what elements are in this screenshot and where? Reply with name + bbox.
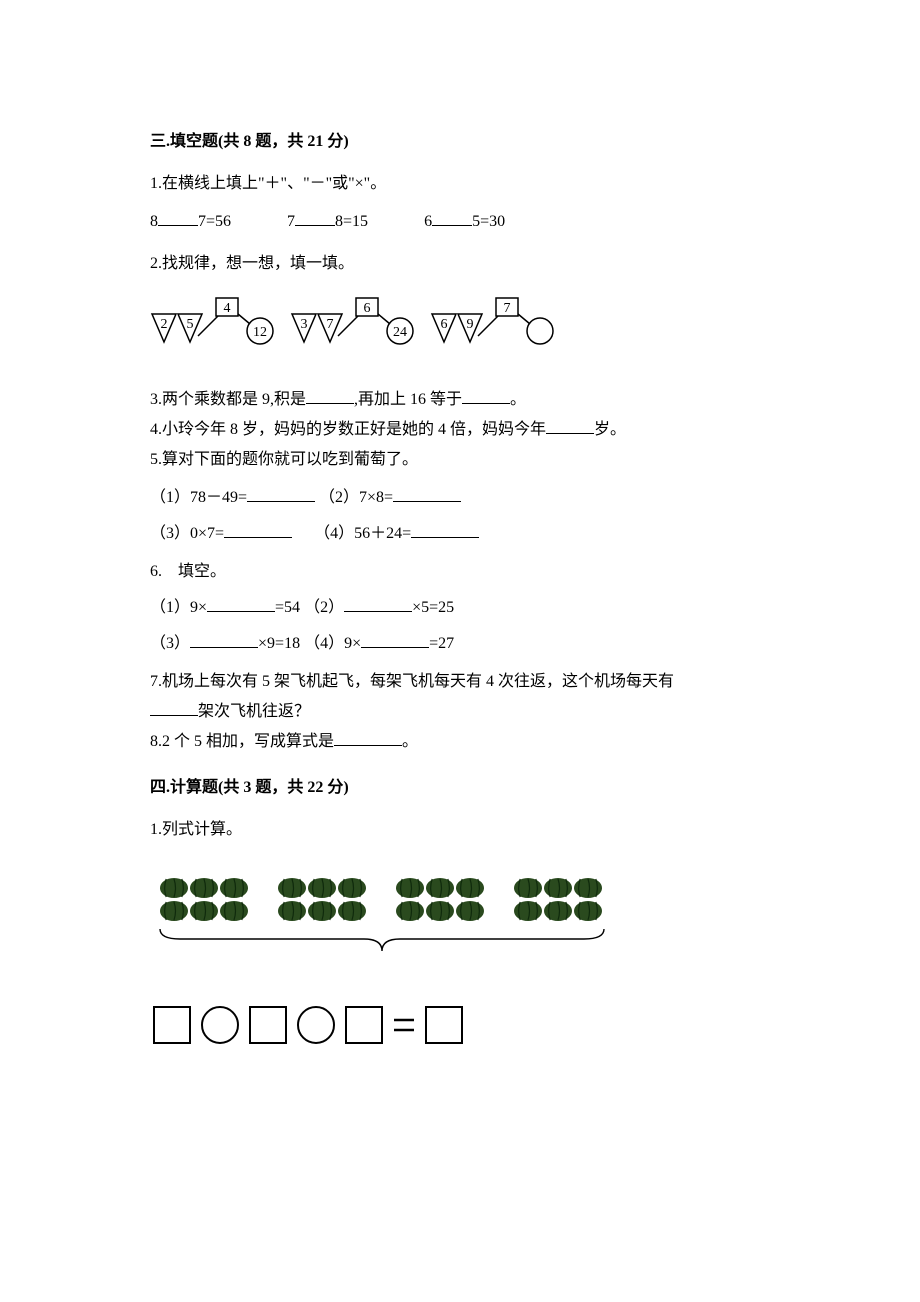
q2-figure: 2 5 4 12 3 7 6 24 6 9 7	[150, 294, 780, 360]
q5-row1: （1）78－49= （2）7×8=	[150, 486, 780, 510]
q6-1-post: =54	[275, 599, 300, 616]
q6-prompt: 6. 填空。	[150, 560, 780, 584]
q4-blank[interactable]	[546, 418, 594, 434]
q6-3-post: ×9=18	[258, 635, 300, 652]
q3-blank-2[interactable]	[462, 388, 510, 404]
s4-q1-formula	[150, 1000, 780, 1058]
q1-eq3-a: 6	[424, 210, 432, 234]
q6-row2: （3） ×9=18 （4）9× =27	[150, 632, 780, 656]
q4-a: 4.小玲今年 8 岁，妈妈的岁数正好是她的 4 倍，妈妈今年	[150, 421, 546, 438]
q5-blank-1[interactable]	[247, 486, 315, 502]
q1-blank-1[interactable]	[158, 210, 198, 226]
q7-line1: 7.机场上每次有 5 架飞机起飞，每架飞机每天有 4 次往返，这个机场每天有	[150, 670, 780, 694]
s4-q1-figure	[150, 870, 780, 968]
s4-q1-prompt: 1.列式计算。	[150, 818, 780, 842]
q6-4-pre: （4）9×	[304, 635, 361, 652]
q7-a: 7.机场上每次有 5 架飞机起飞，每架飞机每天有 4 次往返，这个机场每天有	[150, 673, 674, 690]
page: 三.填空题(共 8 题，共 21 分) 1.在横线上填上"＋"、"－"或"×"。…	[0, 0, 920, 1128]
q3-line: 3.两个乘数都是 9,积是 ,再加上 16 等于 。	[150, 388, 780, 412]
q7-b: 架次飞机往返？	[198, 703, 310, 720]
svg-text:2: 2	[161, 317, 168, 332]
q1-eq1-b: 7=56	[198, 210, 231, 234]
svg-text:24: 24	[393, 325, 407, 340]
q6-3-pre: （3）	[150, 635, 190, 652]
q1-eq3-b: 5=30	[472, 210, 505, 234]
q7-blank[interactable]	[150, 700, 198, 716]
q1-eq1-a: 8	[150, 210, 158, 234]
q6-blank-3[interactable]	[190, 632, 258, 648]
q3-blank-1[interactable]	[306, 388, 354, 404]
q6-blank-1[interactable]	[207, 596, 275, 612]
svg-text:7: 7	[327, 317, 334, 332]
q1-eq2-a: 7	[287, 210, 295, 234]
q1-eq2-b: 8=15	[335, 210, 368, 234]
q7-line2: 架次飞机往返？	[150, 700, 780, 724]
svg-text:6: 6	[441, 317, 448, 332]
formula-svg	[150, 1000, 478, 1050]
q6-2-post: ×5=25	[412, 599, 454, 616]
q5-blank-2[interactable]	[393, 486, 461, 502]
q4-line: 4.小玲今年 8 岁，妈妈的岁数正好是她的 4 倍，妈妈今年 岁。	[150, 418, 780, 442]
q8-blank[interactable]	[334, 730, 402, 746]
q1-blank-3[interactable]	[432, 210, 472, 226]
section3-title: 三.填空题(共 8 题，共 21 分)	[150, 130, 780, 154]
q2-svg: 2 5 4 12 3 7 6 24 6 9 7	[150, 294, 580, 352]
q8-b: 。	[402, 733, 418, 750]
svg-text:5: 5	[187, 317, 194, 332]
svg-text:7: 7	[504, 301, 511, 316]
svg-text:4: 4	[224, 301, 231, 316]
q6-blank-4[interactable]	[361, 632, 429, 648]
svg-text:9: 9	[467, 317, 474, 332]
section4-title: 四.计算题(共 3 题，共 22 分)	[150, 776, 780, 800]
q6-2-pre: （2）	[304, 599, 344, 616]
q5-2: （2）7×8=	[319, 489, 393, 506]
q3-a: 3.两个乘数都是 9,积是	[150, 391, 306, 408]
q6-blank-2[interactable]	[344, 596, 412, 612]
q2-prompt: 2.找规律，想一想，填一填。	[150, 252, 780, 276]
q8-line: 8.2 个 5 相加，写成算式是 。	[150, 730, 780, 754]
q5-prompt: 5.算对下面的题你就可以吃到葡萄了。	[150, 448, 780, 472]
q5-blank-3[interactable]	[224, 522, 292, 538]
q1-equations: 8 7=56 7 8=15 6 5=30	[150, 210, 780, 234]
q1-prompt: 1.在横线上填上"＋"、"－"或"×"。	[150, 172, 780, 196]
q5-1: （1）78－49=	[150, 489, 247, 506]
svg-text:12: 12	[253, 325, 267, 340]
q8-a: 8.2 个 5 相加，写成算式是	[150, 733, 334, 750]
q3-b: ,再加上 16 等于	[354, 391, 462, 408]
q6-4-post: =27	[429, 635, 454, 652]
svg-text:3: 3	[301, 317, 308, 332]
q5-3: （3）0×7=	[150, 525, 224, 542]
q5-4: （4）56＋24=	[314, 525, 411, 542]
q5-row2: （3）0×7= （4）56＋24=	[150, 522, 780, 546]
q6-row1: （1）9× =54 （2） ×5=25	[150, 596, 780, 620]
q1-blank-2[interactable]	[295, 210, 335, 226]
q5-blank-4[interactable]	[411, 522, 479, 538]
melon-svg	[150, 870, 610, 960]
q3-c: 。	[510, 391, 526, 408]
q4-b: 岁。	[594, 421, 626, 438]
svg-text:6: 6	[364, 301, 371, 316]
q6-1-pre: （1）9×	[150, 599, 207, 616]
